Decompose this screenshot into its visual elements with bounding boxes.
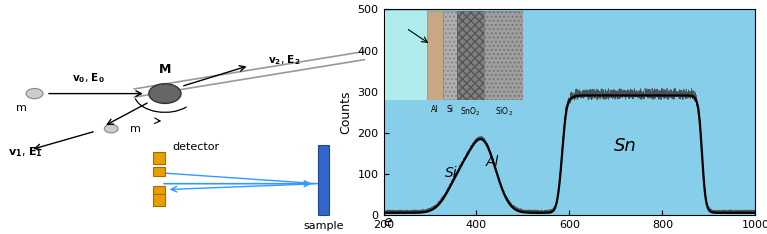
Text: $\mathbf{v_1}$, $\mathbf{E_1}$: $\mathbf{v_1}$, $\mathbf{E_1}$ [8,145,42,159]
Bar [153,186,165,194]
Text: Sn: Sn [614,137,637,155]
Circle shape [149,84,181,103]
Bar [153,152,165,164]
Text: sample: sample [304,221,344,231]
Text: Si: Si [445,166,457,180]
Text: M: M [159,63,171,76]
Text: m: m [130,124,141,134]
Text: m: m [15,103,27,113]
Bar [153,167,165,176]
Y-axis label: Counts: Counts [339,91,352,134]
Bar [153,194,165,206]
Text: e: e [384,215,392,229]
Text: Al: Al [486,155,499,169]
Text: $\mathbf{v_0}$, $\mathbf{E_0}$: $\mathbf{v_0}$, $\mathbf{E_0}$ [72,72,104,85]
Circle shape [26,88,43,99]
Bar [318,145,329,215]
Text: $\mathbf{v_2}$, $\mathbf{E_2}$: $\mathbf{v_2}$, $\mathbf{E_2}$ [268,53,301,66]
Text: detector: detector [173,143,219,152]
Circle shape [104,124,118,133]
